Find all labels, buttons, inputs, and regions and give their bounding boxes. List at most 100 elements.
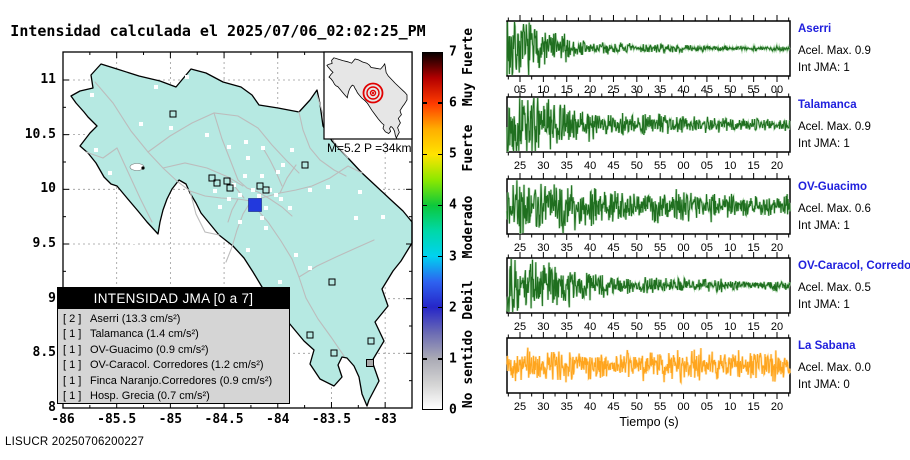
road	[279, 164, 297, 194]
colorbar-tick	[423, 306, 427, 309]
acel-max-label: Acel. Max. 0.0	[798, 362, 871, 374]
road	[147, 112, 300, 174]
colorbar-tick	[423, 358, 427, 360]
colorbar-tick	[438, 255, 442, 258]
road	[227, 198, 239, 223]
intensity-legend-rows: [ 2 ] Aserri (13.3 cm/s²) [ 1 ] Talamanca (…	[58, 309, 289, 404]
road	[298, 111, 347, 177]
station-marker-white	[238, 266, 242, 270]
station-marker-white	[264, 226, 268, 230]
colorbar-number: 1	[449, 351, 457, 367]
x-tick-label: -85	[158, 412, 183, 427]
station-marker-white	[246, 156, 250, 160]
time-tick-label: 55	[654, 160, 666, 172]
station-marker-white	[274, 193, 278, 197]
legend-intensity-badge: [ 1 ]	[63, 328, 82, 341]
legend-intensity-badge: [ 1 ]	[63, 359, 82, 372]
int-jma-label: Int JMA: 1	[798, 220, 850, 232]
time-tick-label: 50	[631, 401, 643, 413]
x-tick-label: -84.5	[204, 412, 244, 427]
time-axis-label: Tiempo (s)	[619, 415, 679, 429]
station-marker-outline	[223, 177, 231, 185]
time-tick-label: 55	[654, 242, 666, 254]
legend-intensity-badge: [ 1 ]	[63, 389, 82, 402]
x-tick-label: -85.5	[97, 412, 137, 427]
y-tick-label: 8	[48, 400, 56, 415]
colorbar-tick	[438, 306, 442, 309]
station-name: Talamanca	[798, 99, 857, 111]
station-marker-white	[326, 185, 330, 189]
time-tick-label: 35	[561, 401, 573, 413]
waveform-trace	[506, 258, 791, 313]
time-tick-label: 30	[537, 321, 549, 333]
station-marker-white	[281, 163, 285, 167]
coastline	[70, 63, 413, 407]
station-marker-white	[244, 140, 248, 144]
station-marker-white	[308, 266, 312, 270]
waveform-trace	[506, 347, 791, 384]
station-marker-white	[246, 248, 250, 252]
station-marker-white	[94, 148, 98, 152]
station-marker-white	[288, 206, 292, 210]
time-tick-label: 15	[748, 242, 760, 254]
inset-coastline	[326, 57, 408, 139]
station-marker-white	[358, 190, 362, 194]
colorbar-number: 6	[449, 95, 457, 111]
station-marker-white	[243, 174, 247, 178]
acel-max-label: Acel. Max. 0.6	[798, 203, 871, 215]
station-marker-white	[260, 174, 264, 178]
time-tick-label: 00	[677, 242, 689, 254]
waveform-panel-ov-caracol-corredore: 25 30 35 40 45 50 55 00 05 10 15 20	[505, 252, 792, 333]
legend-station-row: [ 1 ] OV-Caracol. Corredores (1.2 cm/s²)	[63, 358, 284, 373]
waveform-panel-aserri: 05 10 15 20 25 30 35 40 45 50 55 00	[505, 15, 791, 96]
time-tick-label: 35	[654, 84, 666, 96]
colorbar-category-label: Moderado	[461, 195, 476, 259]
station-marker-outline	[262, 186, 270, 194]
y-tick-label: 9.5	[32, 235, 56, 251]
time-tick-label: 05	[701, 321, 713, 333]
station-marker-white	[261, 146, 265, 150]
time-tick-label: 40	[677, 84, 689, 96]
acel-max-label: Acel. Max. 0.5	[798, 282, 871, 294]
station-name: OV-Guacimo	[798, 181, 868, 193]
time-tick-label: 10	[724, 160, 736, 172]
time-tick-label: 05	[701, 160, 713, 172]
station-marker-white	[108, 171, 112, 175]
station-marker-white	[227, 145, 231, 149]
colorbar-number: 3	[449, 249, 457, 265]
station-marker-outline	[301, 161, 309, 169]
legend-intensity-badge: [ 2 ]	[63, 313, 82, 325]
time-tick-label: 25	[514, 242, 526, 254]
y-tick-label: 8.5	[32, 345, 56, 361]
intensity-legend-title: INTENSIDAD JMA [0 a 7]	[58, 288, 289, 309]
station-name: Aserri	[798, 23, 832, 35]
time-tick-label: 00	[677, 321, 689, 333]
epicenter-ring	[362, 82, 384, 104]
time-tick-label: 25	[607, 84, 619, 96]
station-marker-white	[381, 215, 385, 219]
station-marker-white	[276, 170, 280, 174]
road	[94, 81, 252, 202]
seismogram-panels: 05 10 15 20 25 30 35 40 45 50 55 00 25 30 35 40 45 50 55 00…	[505, 15, 792, 413]
station-marker-white	[278, 280, 282, 284]
waveform-trace	[506, 97, 791, 152]
colorbar-tick	[423, 102, 427, 104]
time-tick-label: 45	[607, 401, 619, 413]
station-marker-white	[354, 216, 358, 220]
legend-station-row: [ 1 ] Finca Naranjo.Corredores (0.9 cm/s²…	[63, 374, 284, 389]
time-tick-label: 55	[654, 401, 666, 413]
legend-station-label: OV-Guacimo (0.9 cm/s²)	[90, 343, 209, 356]
x-tick-label: -83	[373, 412, 397, 427]
station-name: La Sabana	[798, 340, 856, 352]
station-marker-white	[308, 188, 312, 192]
station-marker-white	[205, 133, 209, 137]
time-tick-label: 50	[631, 321, 643, 333]
legend-station-label: Talamanca (1.4 cm/s²)	[90, 328, 199, 341]
colorbar-tick	[438, 102, 442, 104]
time-tick-label: 45	[607, 160, 619, 172]
time-tick-label: 20	[771, 242, 783, 254]
time-tick-label: 30	[537, 160, 549, 172]
magnitude-depth-label: M=5.2 P =34km	[327, 141, 412, 155]
legend-station-label: OV-Caracol. Corredores (1.2 cm/s²)	[90, 359, 264, 372]
